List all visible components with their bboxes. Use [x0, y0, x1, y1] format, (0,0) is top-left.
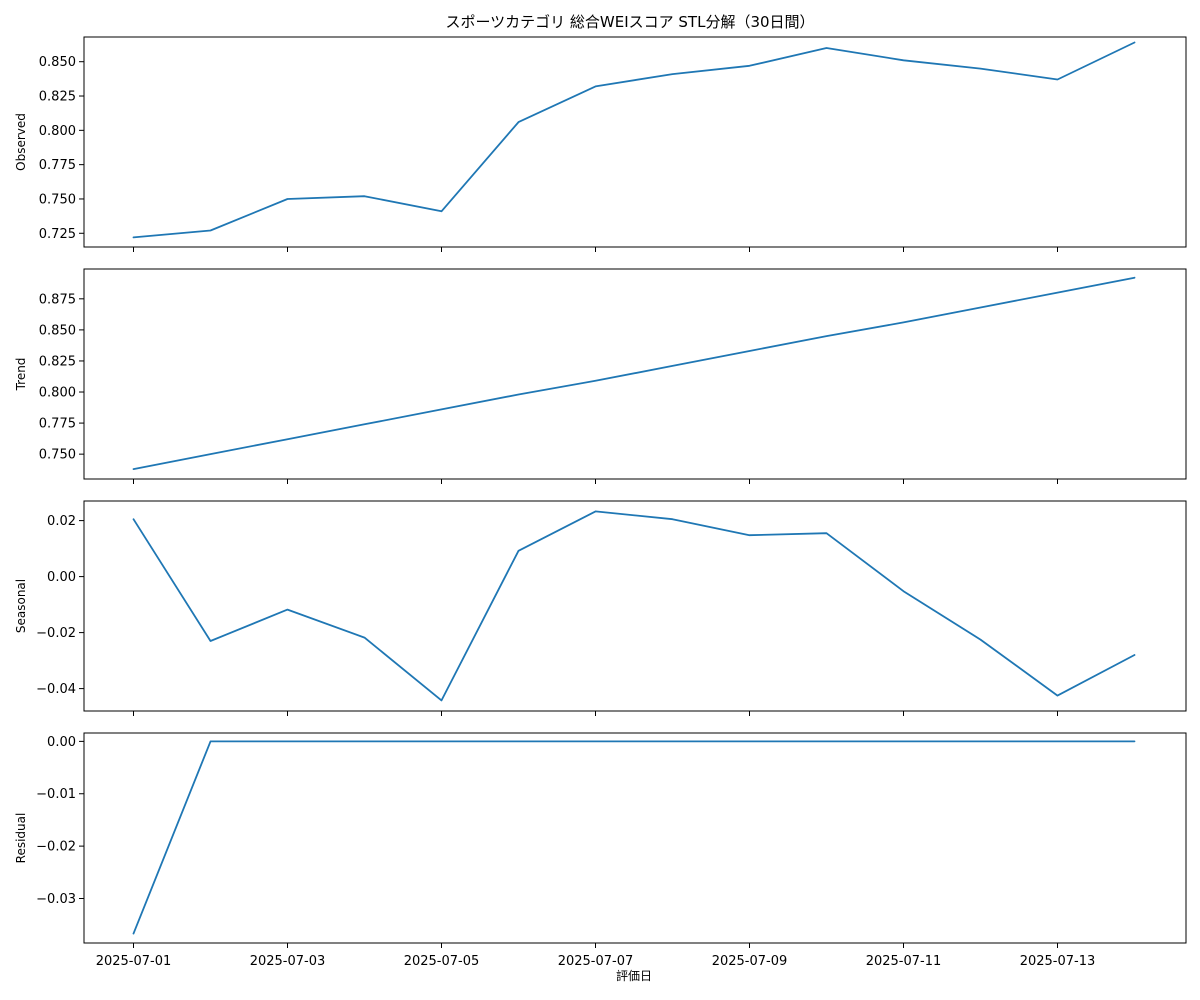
- y-tick-label: −0.01: [36, 787, 76, 802]
- panel-frame: [83, 732, 1187, 944]
- y-axis-label: Trend: [14, 358, 28, 392]
- x-tick-label: 2025-07-03: [250, 954, 326, 969]
- x-tick-label: 2025-07-07: [558, 954, 634, 969]
- y-tick-label: 0.875: [39, 292, 76, 307]
- chart-title: スポーツカテゴリ 総合WEIスコア STL分解（30日間）: [445, 13, 814, 31]
- y-tick-label: 0.750: [39, 448, 76, 463]
- x-tick-label: 2025-07-05: [404, 954, 480, 969]
- y-tick-label: 0.00: [47, 570, 76, 585]
- panel-frame: [83, 500, 1187, 712]
- y-tick-label: 0.725: [39, 227, 76, 242]
- y-tick-label: 0.775: [39, 417, 76, 432]
- series-line-trend: [132, 276, 1136, 471]
- series-line-residual: [132, 740, 1136, 935]
- y-tick-label: 0.00: [47, 735, 76, 750]
- panel-residual: −0.03 −0.02 −0.01 0.00 2025-07-01 2025-07-03 2…: [14, 732, 1187, 969]
- y-tick-label: 0.850: [39, 55, 76, 70]
- panel-frame: [83, 268, 1187, 480]
- panel-frame: [83, 36, 1187, 248]
- x-axis-label: 評価日: [616, 968, 652, 983]
- panel-observed: 0.725 0.750 0.775 0.800 0.825 0.850 Observed: [14, 36, 1187, 252]
- y-tick-label: 0.825: [39, 90, 76, 105]
- y-tick-label: 0.825: [39, 354, 76, 369]
- panel-seasonal: −0.04 −0.02 0.00 0.02 Seasonal: [14, 500, 1187, 716]
- x-tick-label: 2025-07-13: [1020, 954, 1096, 969]
- y-tick-label: −0.02: [36, 626, 76, 641]
- x-tick-label: 2025-07-09: [712, 954, 788, 969]
- y-axis-label: Observed: [14, 113, 28, 171]
- y-tick-label: −0.03: [36, 892, 76, 907]
- panel-trend: 0.750 0.775 0.800 0.825 0.850 0.875 Trend: [14, 268, 1187, 484]
- y-tick-label: 0.850: [39, 323, 76, 338]
- y-axis-label: Seasonal: [14, 579, 28, 633]
- y-tick-label: −0.04: [36, 682, 76, 697]
- y-tick-label: −0.02: [36, 840, 76, 855]
- x-tick-label: 2025-07-01: [96, 954, 172, 969]
- y-tick-label: 0.775: [39, 158, 76, 173]
- y-tick-label: 0.800: [39, 386, 76, 401]
- series-line-seasonal: [132, 510, 1136, 702]
- y-tick-label: 0.02: [47, 514, 76, 529]
- x-tick-label: 2025-07-11: [866, 954, 942, 969]
- y-axis-label: Residual: [14, 813, 28, 864]
- series-line-observed: [132, 41, 1136, 239]
- y-tick-label: 0.750: [39, 192, 76, 207]
- y-tick-label: 0.800: [39, 124, 76, 139]
